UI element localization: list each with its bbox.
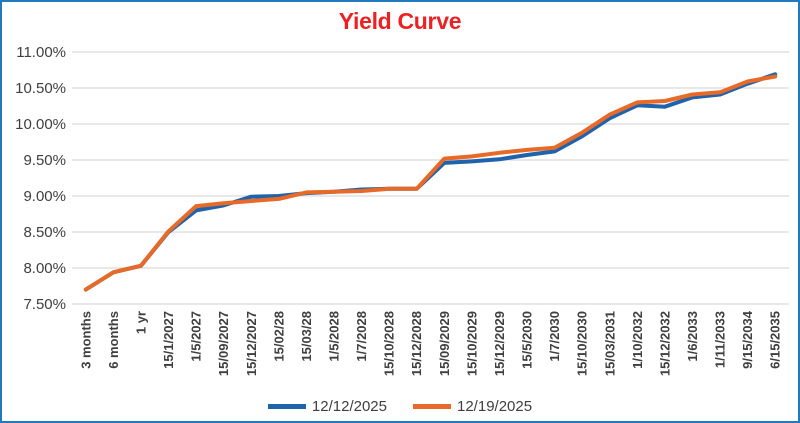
series-2-line-swatch-icon xyxy=(413,404,451,409)
series-line-1 xyxy=(83,72,778,292)
x-axis-label: 6/15/2035 xyxy=(768,311,783,369)
x-axis-label: 15/09/2029 xyxy=(437,311,452,376)
y-axis-label: 10.00% xyxy=(15,116,66,133)
legend-item-series-1: 12/12/2025 xyxy=(267,398,387,415)
x-axis-label: 1/7/2028 xyxy=(354,311,369,362)
x-axis-label: 15/12/2032 xyxy=(657,311,672,376)
series-1-line-swatch-icon xyxy=(267,404,306,409)
chart-title: Yield Curve xyxy=(338,8,462,34)
x-axis-label: 9/15/2034 xyxy=(740,310,755,369)
x-axis-label: 15/12/2028 xyxy=(409,311,424,376)
x-axis-label: 1/5/2027 xyxy=(189,311,204,362)
x-axis-label: 15/10/2028 xyxy=(382,311,397,376)
y-axis-label: 8.50% xyxy=(23,224,66,241)
x-axis-label: 15/5/2030 xyxy=(520,311,535,369)
x-axis-label: 1/10/2032 xyxy=(630,311,645,369)
chart-legend: 12/12/2025 12/19/2025 xyxy=(2,398,798,415)
y-axis-label: 11.00% xyxy=(16,44,66,61)
y-axis-label: 8.00% xyxy=(23,260,66,277)
series-line-2 xyxy=(83,74,778,292)
x-axis-label: 1/6/2033 xyxy=(685,311,700,362)
y-axis-label: 10.50% xyxy=(15,80,66,97)
y-axis-label: 9.00% xyxy=(23,188,66,205)
x-axis-label: 1/11/2033 xyxy=(713,311,728,368)
y-axis-label: 9.50% xyxy=(23,152,66,169)
x-axis-label: 15/10/2029 xyxy=(464,311,479,376)
x-axis-label: 15/03/28 xyxy=(299,311,314,362)
y-axis-tick-labels: 11.00% 10.50% 10.00% 9.50% 9.00% 8.50% 8.00% 7.… xyxy=(15,44,66,313)
x-axis-label: 15/10/2030 xyxy=(575,311,590,376)
legend-label-series-2: 12/19/2025 xyxy=(457,398,533,415)
x-axis-label: 15/02/28 xyxy=(271,311,286,362)
y-axis-label: 7.50% xyxy=(23,296,66,313)
gridlines xyxy=(72,51,789,305)
legend-item-series-2: 12/19/2025 xyxy=(413,398,532,415)
x-axis-label: 15/12/2029 xyxy=(492,311,507,376)
x-axis-tick-labels: 3 months 6 months 1 yr 15/1/2027 1/5/2027 15/… xyxy=(78,310,782,376)
x-axis-label: 3 months xyxy=(78,311,93,369)
x-axis-label: 6 months xyxy=(106,311,121,369)
x-axis-label: 1/7/2030 xyxy=(547,311,562,362)
x-axis-label: 1 yr xyxy=(133,311,148,334)
x-axis-label: 15/09/2027 xyxy=(216,311,231,376)
x-axis-label: 1/5/2028 xyxy=(326,311,341,362)
x-axis-label: 15/1/2027 xyxy=(161,311,176,369)
legend-label-series-1: 12/12/2025 xyxy=(311,398,387,415)
x-axis-label: 15/03/2031 xyxy=(602,311,617,376)
x-axis-label: 15/12/2027 xyxy=(244,311,259,376)
